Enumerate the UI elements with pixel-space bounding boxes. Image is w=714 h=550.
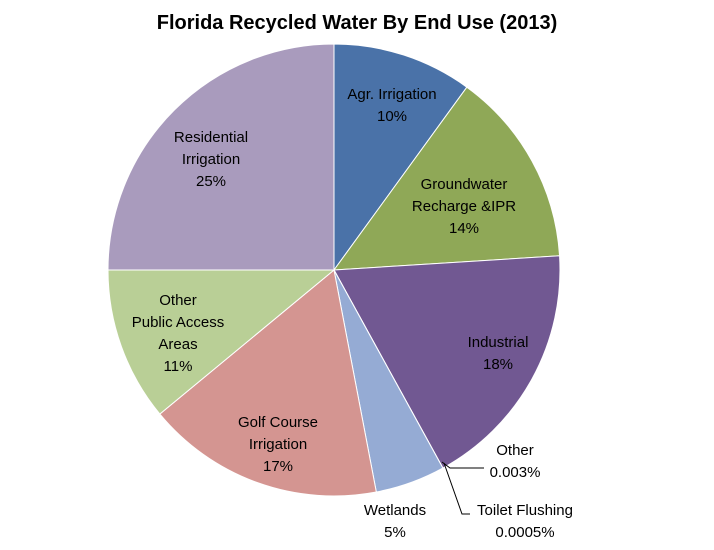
pie-slice bbox=[107, 43, 335, 271]
slice-name: Toilet Flushing bbox=[477, 502, 573, 519]
slice-name: Residential Irrigation bbox=[173, 129, 249, 168]
slice-value: 11% bbox=[163, 358, 193, 375]
pie-slice bbox=[159, 269, 377, 497]
slice-name: Other Public Access Areas bbox=[131, 292, 225, 353]
slice-label: Golf Course Irrigation 17% bbox=[198, 412, 358, 478]
pie-slice bbox=[333, 255, 561, 469]
slice-name: Other bbox=[496, 442, 534, 459]
slice-label: Groundwater Recharge &IPR 14% bbox=[384, 174, 544, 240]
slice-name: Groundwater Recharge &IPR bbox=[411, 176, 517, 215]
slice-label: Wetlands 5% bbox=[315, 500, 475, 544]
slice-label: Toilet Flushing 0.0005% bbox=[445, 500, 605, 544]
pie-slice bbox=[333, 43, 468, 272]
slice-value: 10% bbox=[376, 108, 408, 125]
slice-label: Agr. Irrigation 10% bbox=[312, 84, 472, 128]
leader-line bbox=[443, 462, 470, 515]
slice-label: Other Public Access Areas 11% bbox=[98, 290, 258, 378]
slice-value: 0.0005% bbox=[495, 524, 555, 541]
slice-label: Industrial 18% bbox=[418, 332, 578, 376]
pie-slice bbox=[332, 86, 561, 271]
slice-name: Agr. Irrigation bbox=[347, 86, 437, 103]
slice-value: 17% bbox=[262, 458, 294, 475]
pie-slice bbox=[107, 269, 336, 415]
slice-name: Golf Course Irrigation bbox=[237, 414, 319, 453]
slice-value: 0.003% bbox=[489, 464, 541, 481]
slice-label: Residential Irrigation 25% bbox=[131, 127, 291, 193]
slice-value: 5% bbox=[384, 524, 406, 541]
slice-value: 25% bbox=[195, 173, 227, 190]
slice-value: 18% bbox=[482, 356, 514, 373]
chart-title: Florida Recycled Water By End Use (2013) bbox=[156, 12, 558, 34]
slice-name: Wetlands bbox=[363, 502, 427, 519]
slice-label: Other 0.003% bbox=[435, 440, 595, 484]
slice-value: 14% bbox=[448, 220, 480, 237]
slice-name: Industrial bbox=[467, 334, 529, 351]
